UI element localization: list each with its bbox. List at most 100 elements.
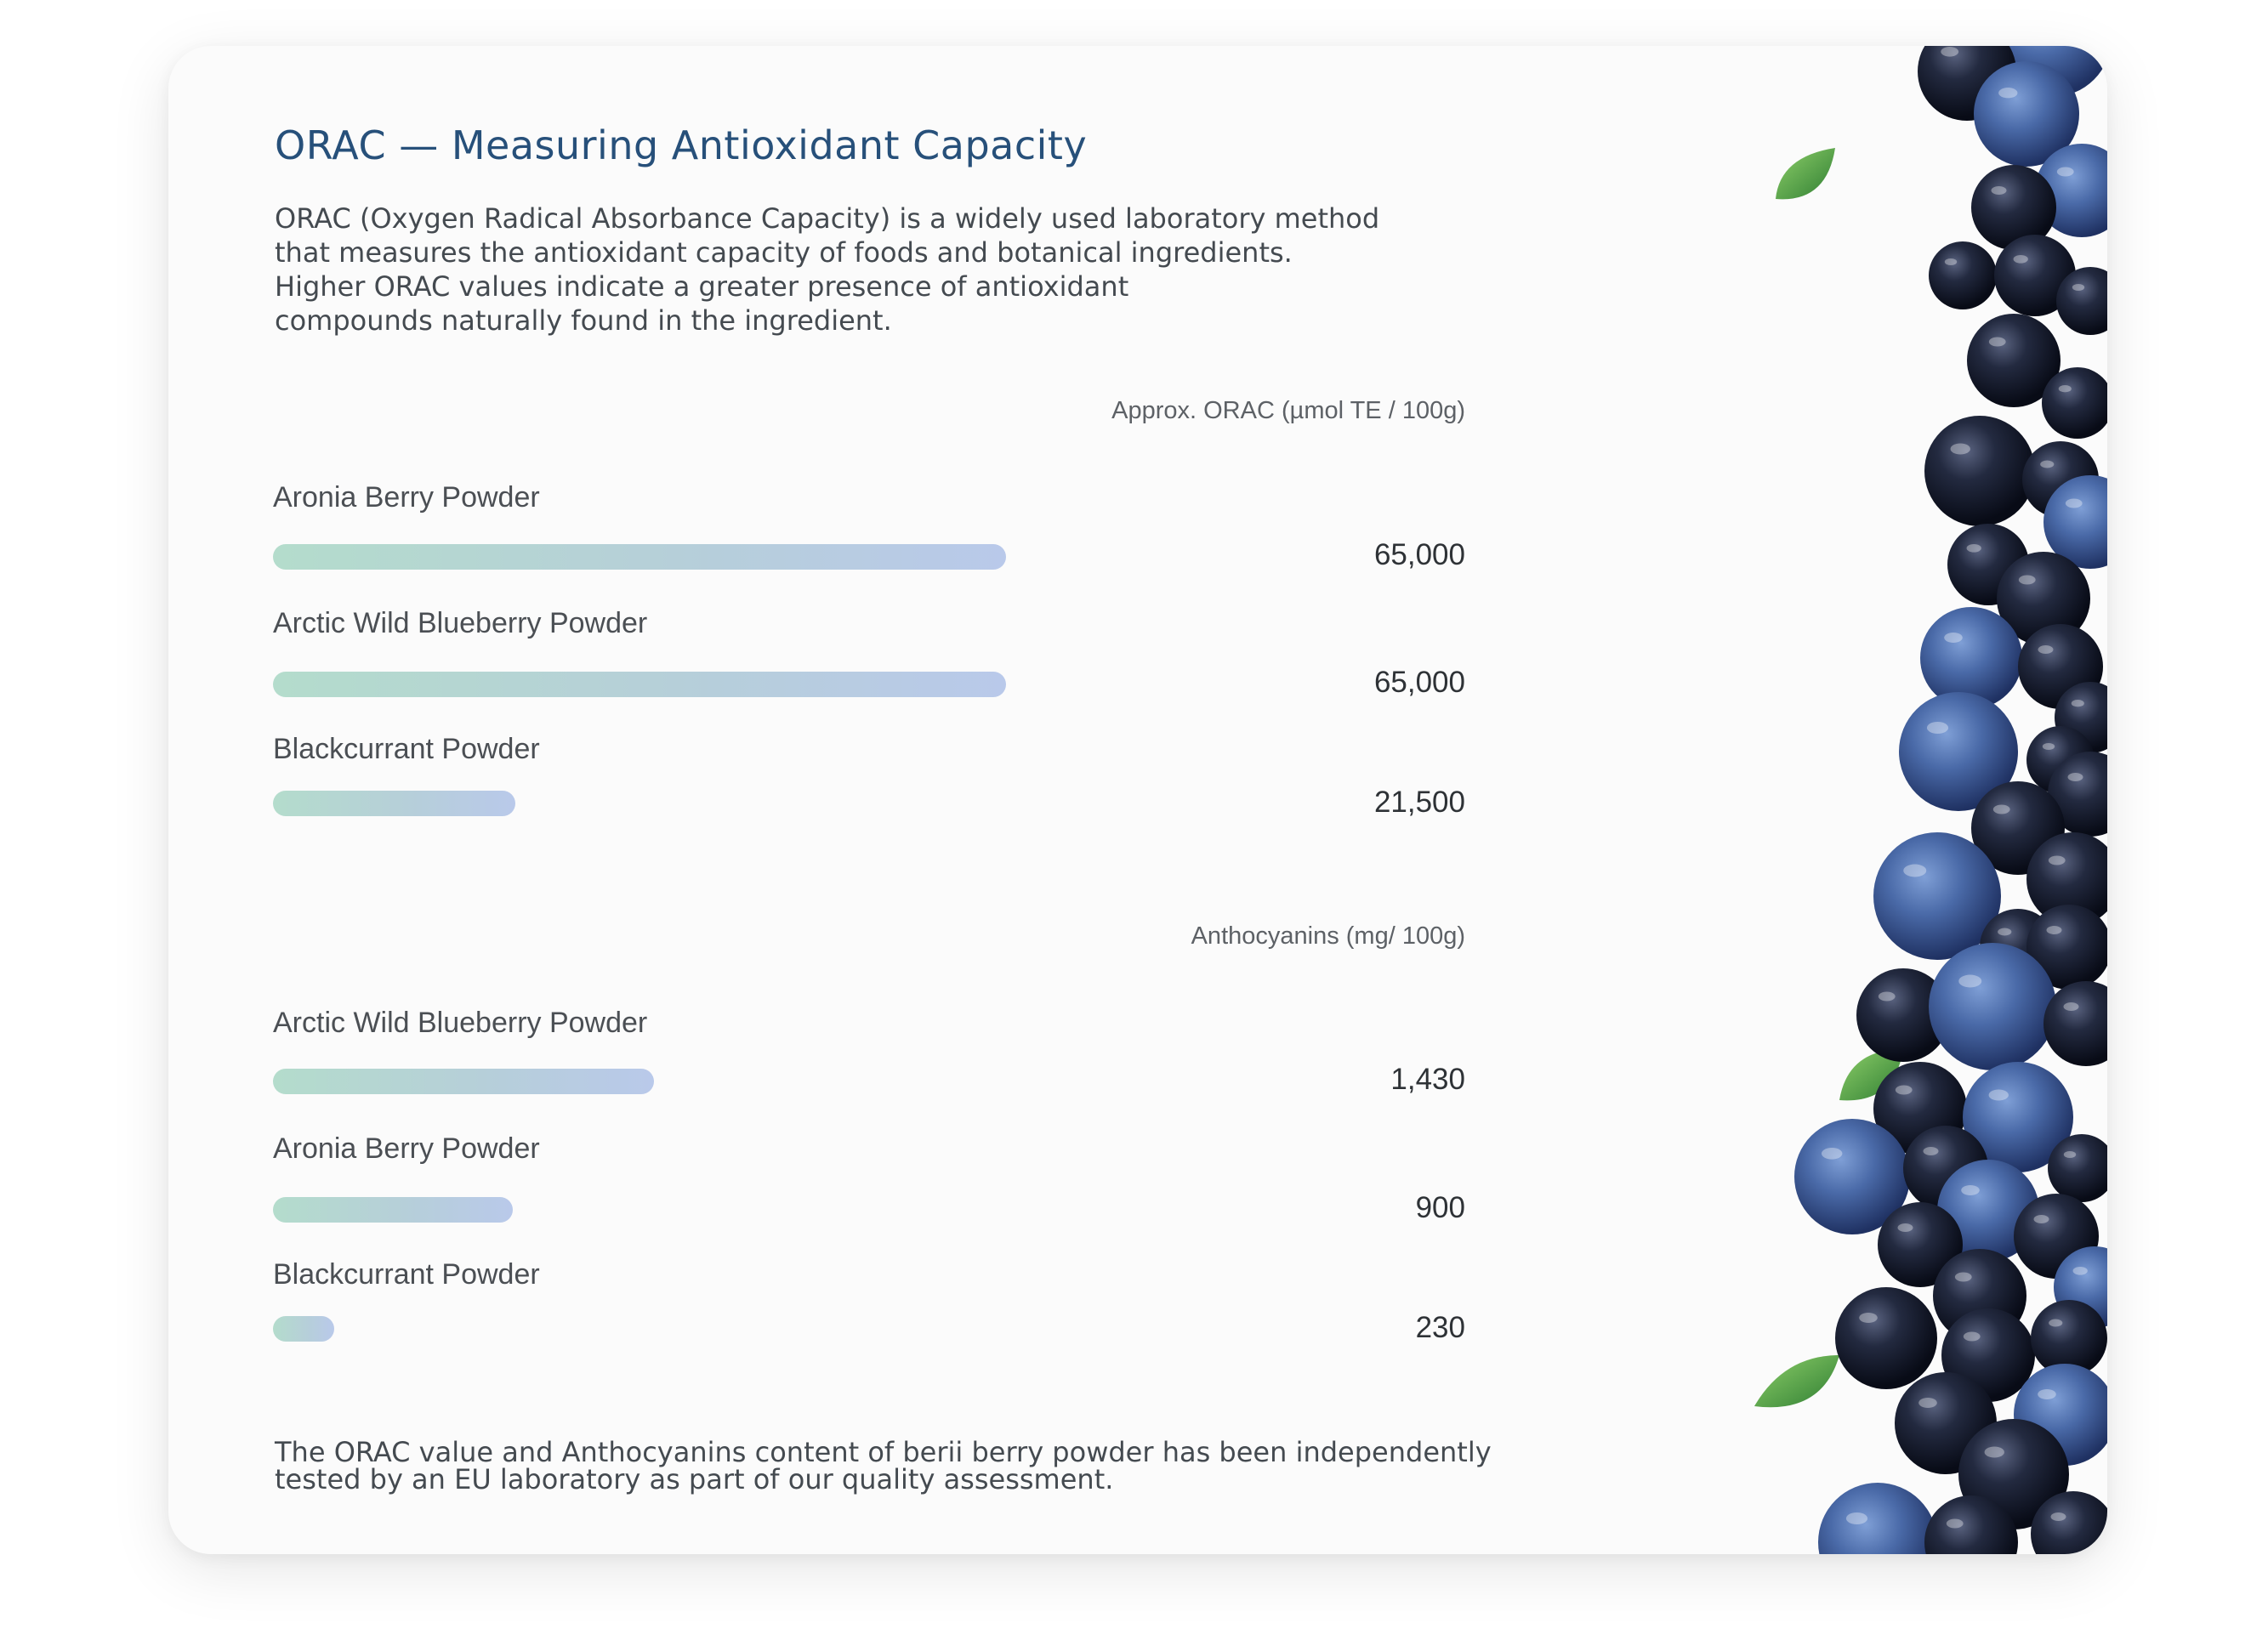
berry-shape [2031, 1491, 2107, 1554]
berry-highlight [2063, 1002, 2079, 1011]
berries-image [1754, 46, 2107, 1554]
berry-shape [1920, 607, 2022, 709]
anthocyanins-bar [273, 1316, 334, 1342]
berry-shape [1818, 1483, 1937, 1554]
berry-shape [2026, 832, 2107, 926]
berry-shape [2031, 1300, 2107, 1376]
berry-highlight [2058, 385, 2072, 393]
intro-paragraph: ORAC (Oxygen Radical Absorbance Capacity… [275, 201, 1423, 338]
orac-bar [273, 672, 1006, 697]
anthocyanins-bar-track [273, 1069, 1231, 1094]
berry-highlight [2018, 575, 2036, 585]
berry-highlight [2056, 167, 2074, 177]
berry-highlight [2038, 645, 2054, 654]
orac-category-label: Aronia Berry Powder [273, 481, 540, 514]
anthocyanins-bar [273, 1197, 513, 1223]
berry-highlight [2049, 1319, 2063, 1327]
berry-highlight [2038, 1389, 2056, 1399]
berry-highlight [2048, 855, 2066, 865]
berry-shape [1929, 241, 1997, 309]
berry-shape [1924, 416, 2035, 526]
berry-shape [1971, 165, 2056, 250]
berry-shape [1856, 968, 1950, 1062]
anthocyanins-value-label: 900 [1415, 1191, 1465, 1224]
orac-value-label: 65,000 [1373, 666, 1465, 699]
orac-category-label: Blackcurrant Powder [273, 733, 540, 765]
intro-line: that measures the antioxidant capacity o… [275, 236, 1293, 269]
leaf-shape [1754, 1355, 1839, 1408]
berry-highlight [1966, 544, 1981, 553]
berry-highlight [1944, 258, 1958, 265]
anthocyanins-bar-track [273, 1197, 1231, 1223]
berry-highlight [1961, 1185, 1980, 1195]
berry-shape [1929, 943, 2056, 1070]
anthocyanins-category-label: Arctic Wild Blueberry Powder [273, 1007, 648, 1039]
berry-highlight [1988, 1089, 2009, 1101]
berry-shape [1878, 1202, 1963, 1287]
orac-value-label: 21,500 [1373, 786, 1465, 819]
leaf-shape [1839, 1049, 1903, 1101]
berry-shape [1963, 1062, 2073, 1172]
berry-shape [2043, 475, 2107, 569]
berry-shape [1997, 552, 2090, 645]
orac-bar-track [273, 791, 1231, 816]
berry-highlight [1878, 991, 1896, 1002]
intro-line: compounds naturally found in the ingredi… [275, 304, 892, 337]
anthocyanins-value-label: 230 [1415, 1311, 1465, 1344]
berry-highlight [1991, 186, 2007, 195]
orac-value-label: 65,000 [1373, 538, 1465, 571]
intro-line: ORAC (Oxygen Radical Absorbance Capacity… [275, 202, 1380, 235]
anthocyanins-chart-title: Anthocyanins (mg/ 100g) [1191, 922, 1465, 950]
berry-shape [1994, 235, 2076, 316]
berry-highlight [1946, 1518, 1964, 1529]
berry-highlight [2040, 460, 2055, 468]
berry-highlight [1984, 1446, 2004, 1458]
berry-shape [1967, 314, 2061, 407]
orac-chart-title: Approx. ORAC (µmol TE / 100g) [1111, 397, 1465, 424]
berry-highlight [2071, 700, 2084, 707]
anthocyanins-bar [273, 1069, 654, 1094]
berry-highlight [1918, 1398, 1937, 1408]
berry-highlight [1845, 1512, 1868, 1524]
berry-highlight [1954, 1272, 1972, 1282]
page-title: ORAC — Measuring Antioxidant Capacity [275, 122, 1088, 168]
berry-highlight [1903, 864, 1927, 877]
berry-shape [2048, 1134, 2107, 1202]
berry-highlight [2046, 926, 2062, 934]
orac-category-label: Arctic Wild Blueberry Powder [273, 607, 648, 639]
berry-highlight [1941, 47, 1959, 57]
anthocyanins-category-label: Blackcurrant Powder [273, 1258, 540, 1291]
leaf-shape [1776, 148, 1835, 200]
orac-card: ORAC — Measuring Antioxidant Capacity OR… [168, 46, 2107, 1554]
berry-shape [1794, 1119, 1910, 1234]
berry-highlight [1895, 1085, 1913, 1095]
berry-highlight [1897, 1223, 1913, 1232]
berry-highlight [1958, 974, 1982, 988]
footnote: The ORAC value and Anthocyanins content … [275, 1439, 1492, 1493]
berry-shape [1974, 61, 2079, 167]
anthocyanins-value-label: 1,430 [1390, 1063, 1465, 1096]
anthocyanins-category-label: Aronia Berry Powder [273, 1132, 540, 1165]
berry-highlight [1988, 337, 2006, 347]
berry-highlight [2072, 1267, 2088, 1275]
berry-highlight [2072, 284, 2085, 291]
berry-highlight [2042, 743, 2055, 750]
berry-highlight [2033, 1215, 2049, 1223]
berry-shape [1835, 1287, 1937, 1389]
berry-shape [2026, 905, 2107, 990]
orac-bar [273, 791, 515, 816]
berry-highlight [2050, 1512, 2066, 1521]
berry-shape [2042, 367, 2107, 439]
berry-highlight [1963, 1331, 1981, 1342]
berry-highlight [1944, 633, 1963, 643]
orac-bar-track [273, 672, 1231, 697]
berry-shape [2043, 981, 2107, 1066]
berry-highlight [1950, 443, 1970, 455]
orac-bar [273, 544, 1006, 570]
berry-highlight [1859, 1313, 1878, 1323]
berry-shape [2056, 267, 2107, 335]
berry-highlight [2063, 1151, 2077, 1158]
berry-highlight [1998, 88, 2018, 99]
berry-highlight [1992, 804, 2010, 814]
berry-highlight [1923, 1147, 1939, 1155]
